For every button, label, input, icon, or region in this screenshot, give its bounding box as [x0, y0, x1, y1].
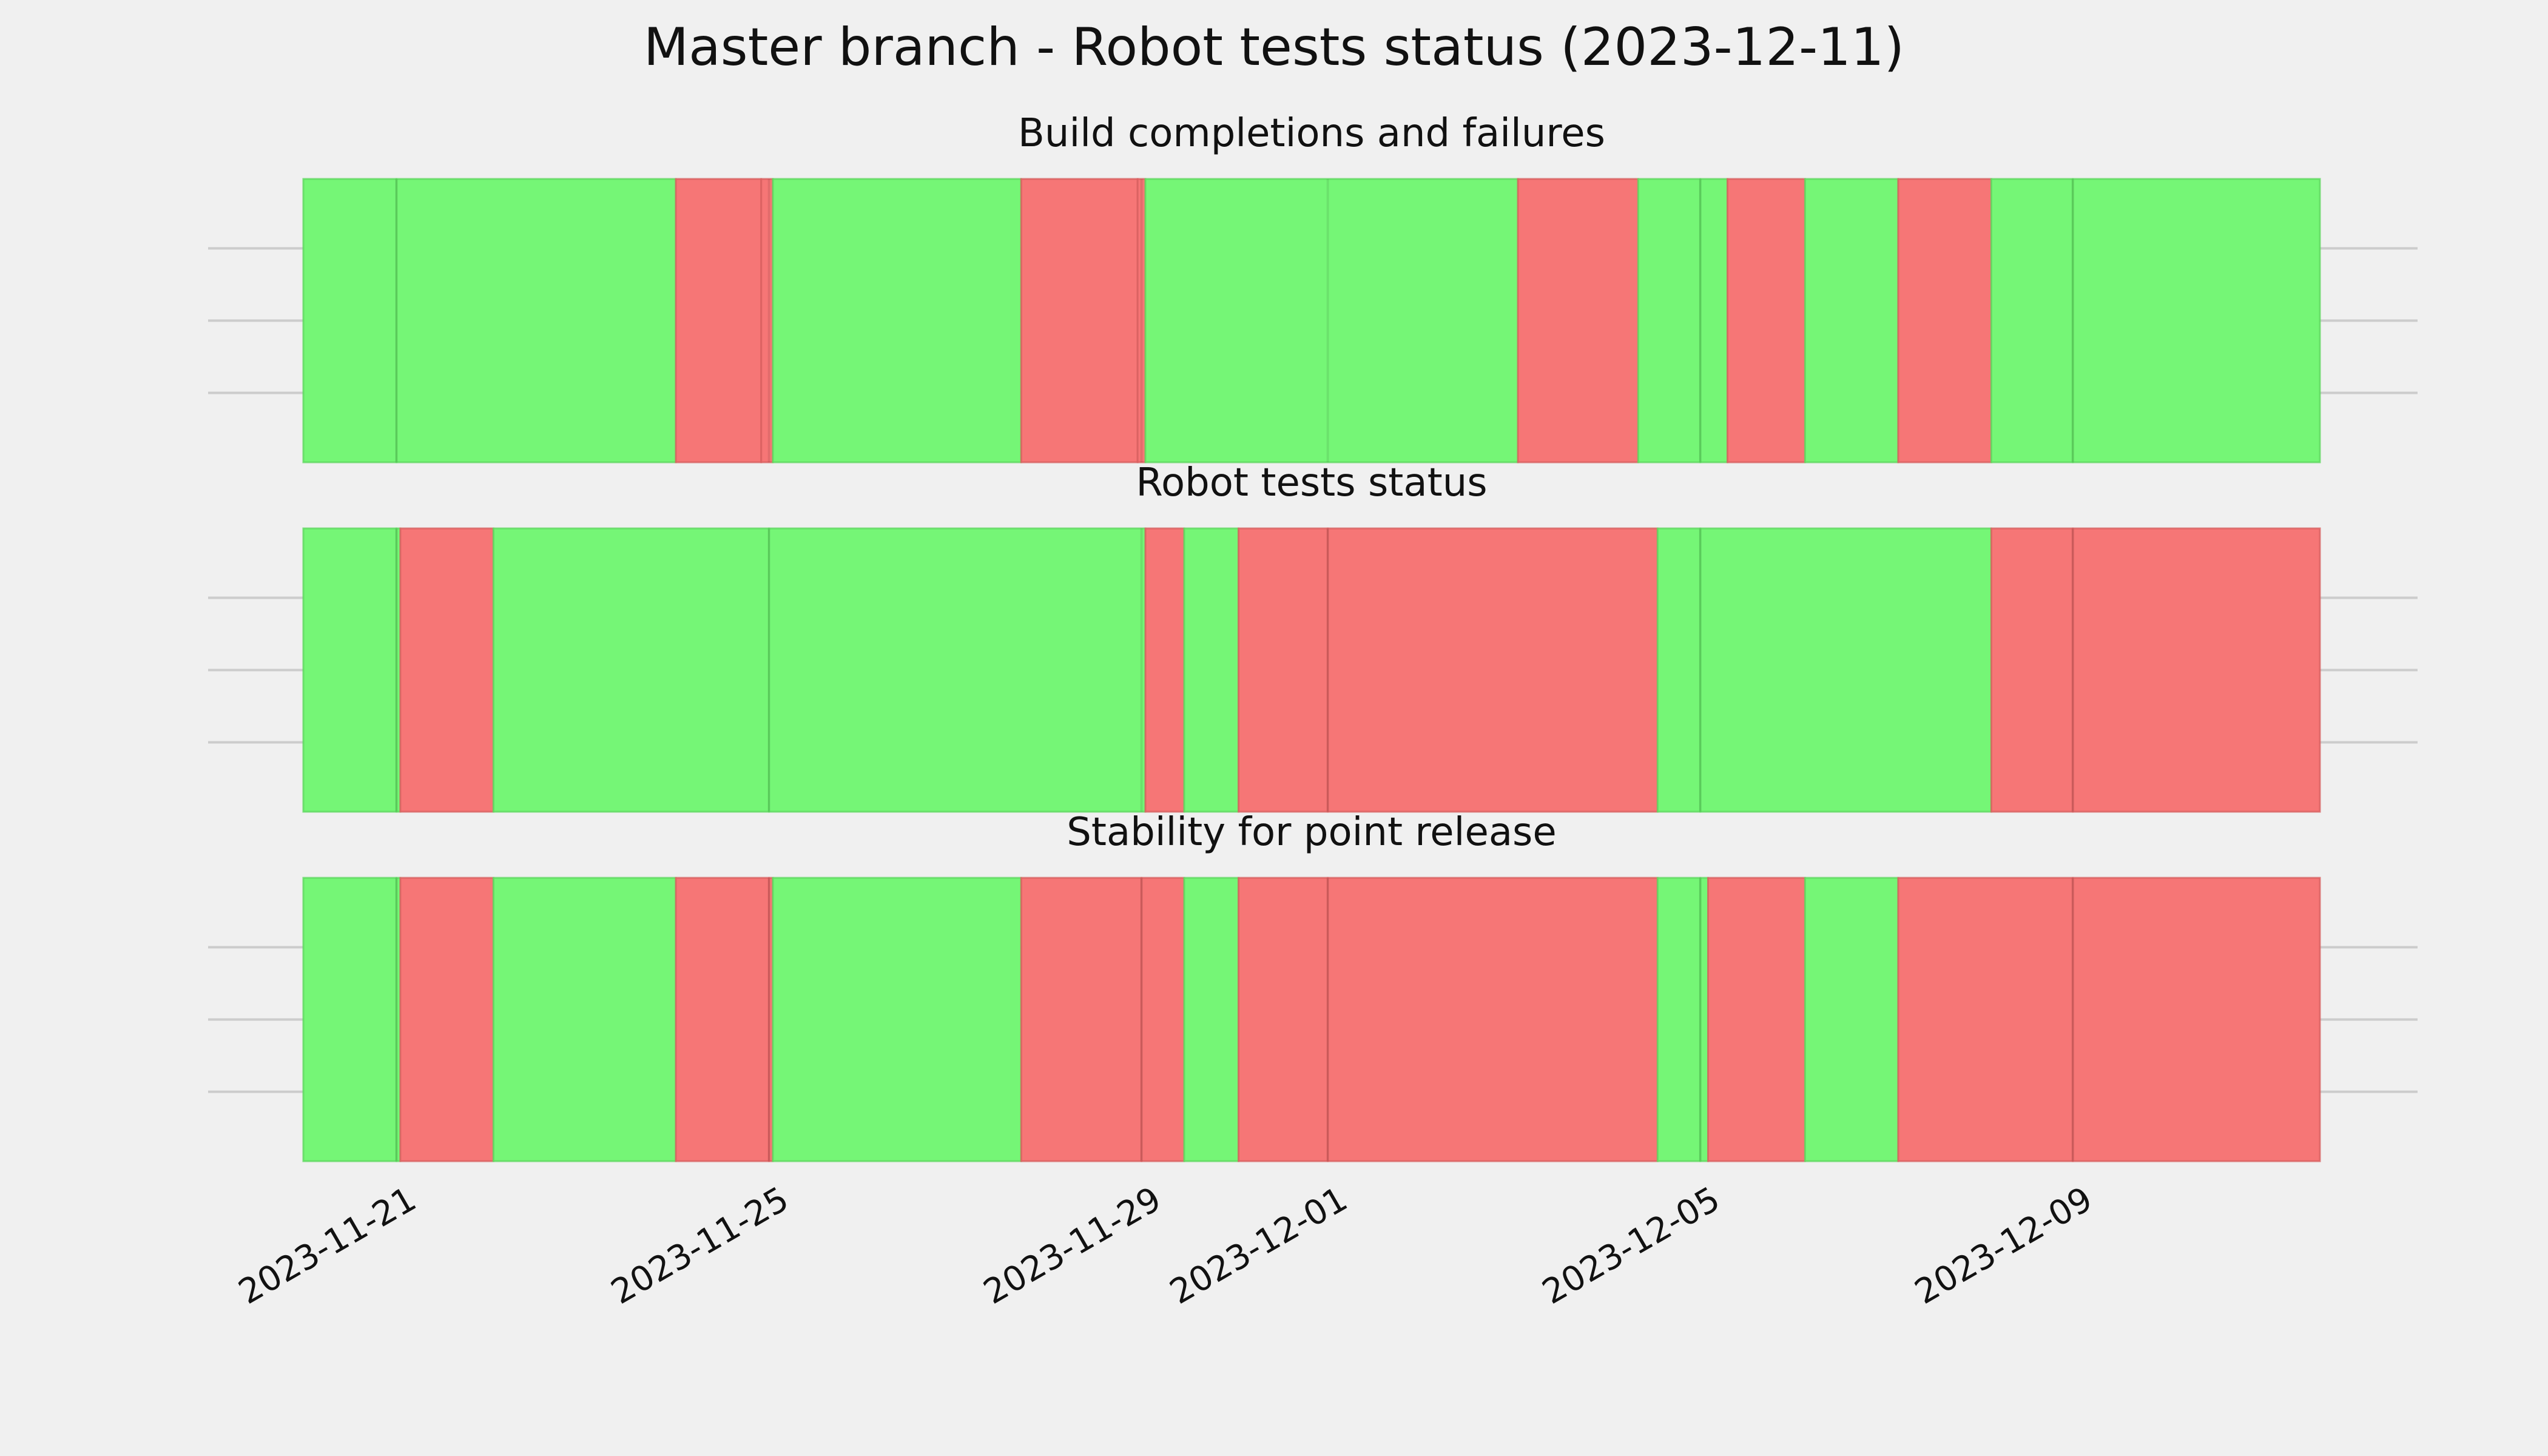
panel-title: Build completions and failures	[1018, 111, 1605, 156]
status-segment-fail	[1020, 178, 1139, 463]
status-segment-pass	[1656, 877, 1702, 1162]
status-segment-fail	[1327, 527, 1659, 813]
status-segment-fail	[675, 877, 770, 1162]
status-segment-pass	[302, 877, 398, 1162]
status-segment-pass	[1183, 527, 1240, 813]
status-segment-pass	[768, 527, 1147, 813]
status-segment-pass	[1699, 527, 1992, 813]
status-segment-fail	[1141, 877, 1185, 1162]
status-segment-fail	[1327, 877, 1659, 1162]
status-segment-pass	[492, 877, 677, 1162]
status-segment-pass	[302, 178, 398, 463]
panel-title: Stability for point release	[1067, 810, 1557, 855]
status-segment-fail	[1897, 178, 1992, 463]
status-segment-fail	[675, 178, 763, 463]
status-segment-pass	[1656, 527, 1702, 813]
status-segment-pass	[1804, 877, 1899, 1162]
panel-title: Robot tests status	[1136, 460, 1488, 505]
status-segment-fail	[1238, 877, 1329, 1162]
status-segment-pass	[1183, 877, 1240, 1162]
status-segment-fail	[2072, 877, 2321, 1162]
status-segment-fail	[1020, 877, 1143, 1162]
status-segment-pass	[1990, 178, 2074, 463]
status-segment-fail	[2072, 527, 2321, 813]
status-segment-fail	[399, 527, 494, 813]
status-segment-fail	[1707, 877, 1806, 1162]
status-segment-pass	[1699, 178, 1728, 463]
chart-title: Master branch - Robot tests status (2023…	[643, 17, 1905, 78]
status-segment-fail	[399, 877, 494, 1162]
status-segment-fail	[1726, 178, 1806, 463]
status-segment-fail	[1990, 527, 2074, 813]
status-segment-pass	[396, 178, 677, 463]
status-segment-fail	[1897, 877, 2074, 1162]
status-segment-fail	[760, 178, 774, 463]
status-segment-pass	[1637, 178, 1702, 463]
status-segment-pass	[492, 527, 770, 813]
status-segment-pass	[772, 178, 1022, 463]
status-segment-pass	[1144, 178, 1519, 463]
status-segment-pass	[772, 877, 1022, 1162]
status-segment-fail	[1144, 527, 1185, 813]
status-segment-pass	[302, 527, 398, 813]
status-segment-pass	[1804, 178, 1899, 463]
status-segment-fail	[1238, 527, 1329, 813]
status-segment-fail	[1517, 178, 1639, 463]
status-segment-pass	[2072, 178, 2321, 463]
